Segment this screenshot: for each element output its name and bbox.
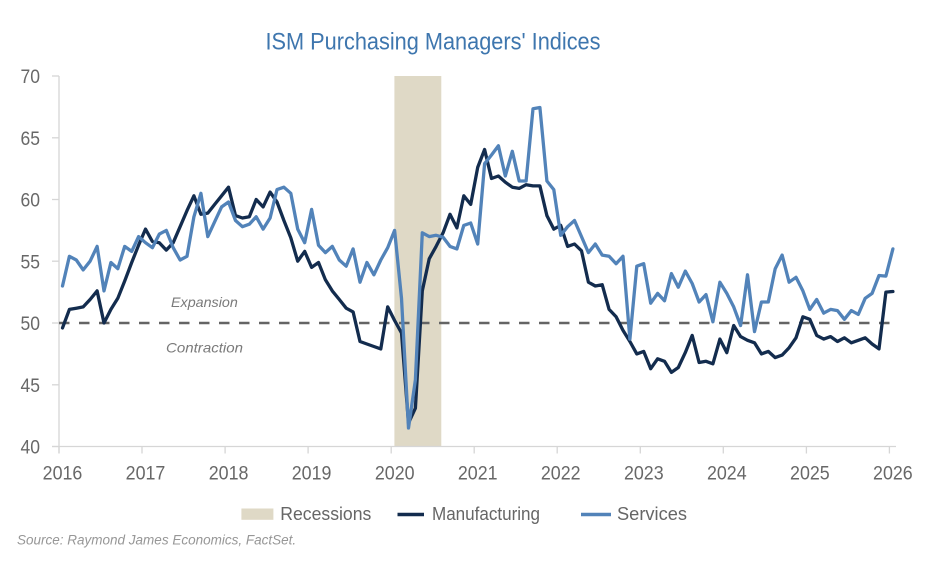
svg-text:50: 50 — [21, 314, 41, 335]
svg-text:Expansion: Expansion — [171, 295, 238, 310]
svg-text:2021: 2021 — [458, 464, 498, 485]
svg-text:2024: 2024 — [707, 464, 747, 485]
svg-text:Recessions: Recessions — [280, 503, 371, 524]
svg-text:2022: 2022 — [541, 464, 581, 485]
svg-text:55: 55 — [21, 252, 41, 273]
svg-text:Source: Raymond James Economic: Source: Raymond James Economics, FactSet… — [17, 533, 296, 548]
svg-text:2019: 2019 — [292, 464, 332, 485]
svg-text:2025: 2025 — [790, 464, 830, 485]
svg-text:ISM Purchasing Managers' Indic: ISM Purchasing Managers' Indices — [266, 29, 601, 56]
svg-text:2016: 2016 — [43, 464, 83, 485]
svg-text:70: 70 — [21, 67, 41, 88]
svg-text:2023: 2023 — [624, 464, 664, 485]
svg-text:40: 40 — [21, 438, 41, 459]
svg-text:Contraction: Contraction — [166, 341, 243, 356]
svg-text:60: 60 — [21, 191, 41, 212]
svg-text:2018: 2018 — [209, 464, 249, 485]
svg-text:Manufacturing: Manufacturing — [432, 503, 540, 524]
svg-text:2017: 2017 — [126, 464, 166, 485]
svg-text:2026: 2026 — [873, 464, 913, 485]
svg-text:65: 65 — [21, 129, 41, 150]
svg-text:2020: 2020 — [375, 464, 415, 485]
svg-text:Services: Services — [617, 503, 687, 524]
svg-text:45: 45 — [21, 376, 41, 397]
